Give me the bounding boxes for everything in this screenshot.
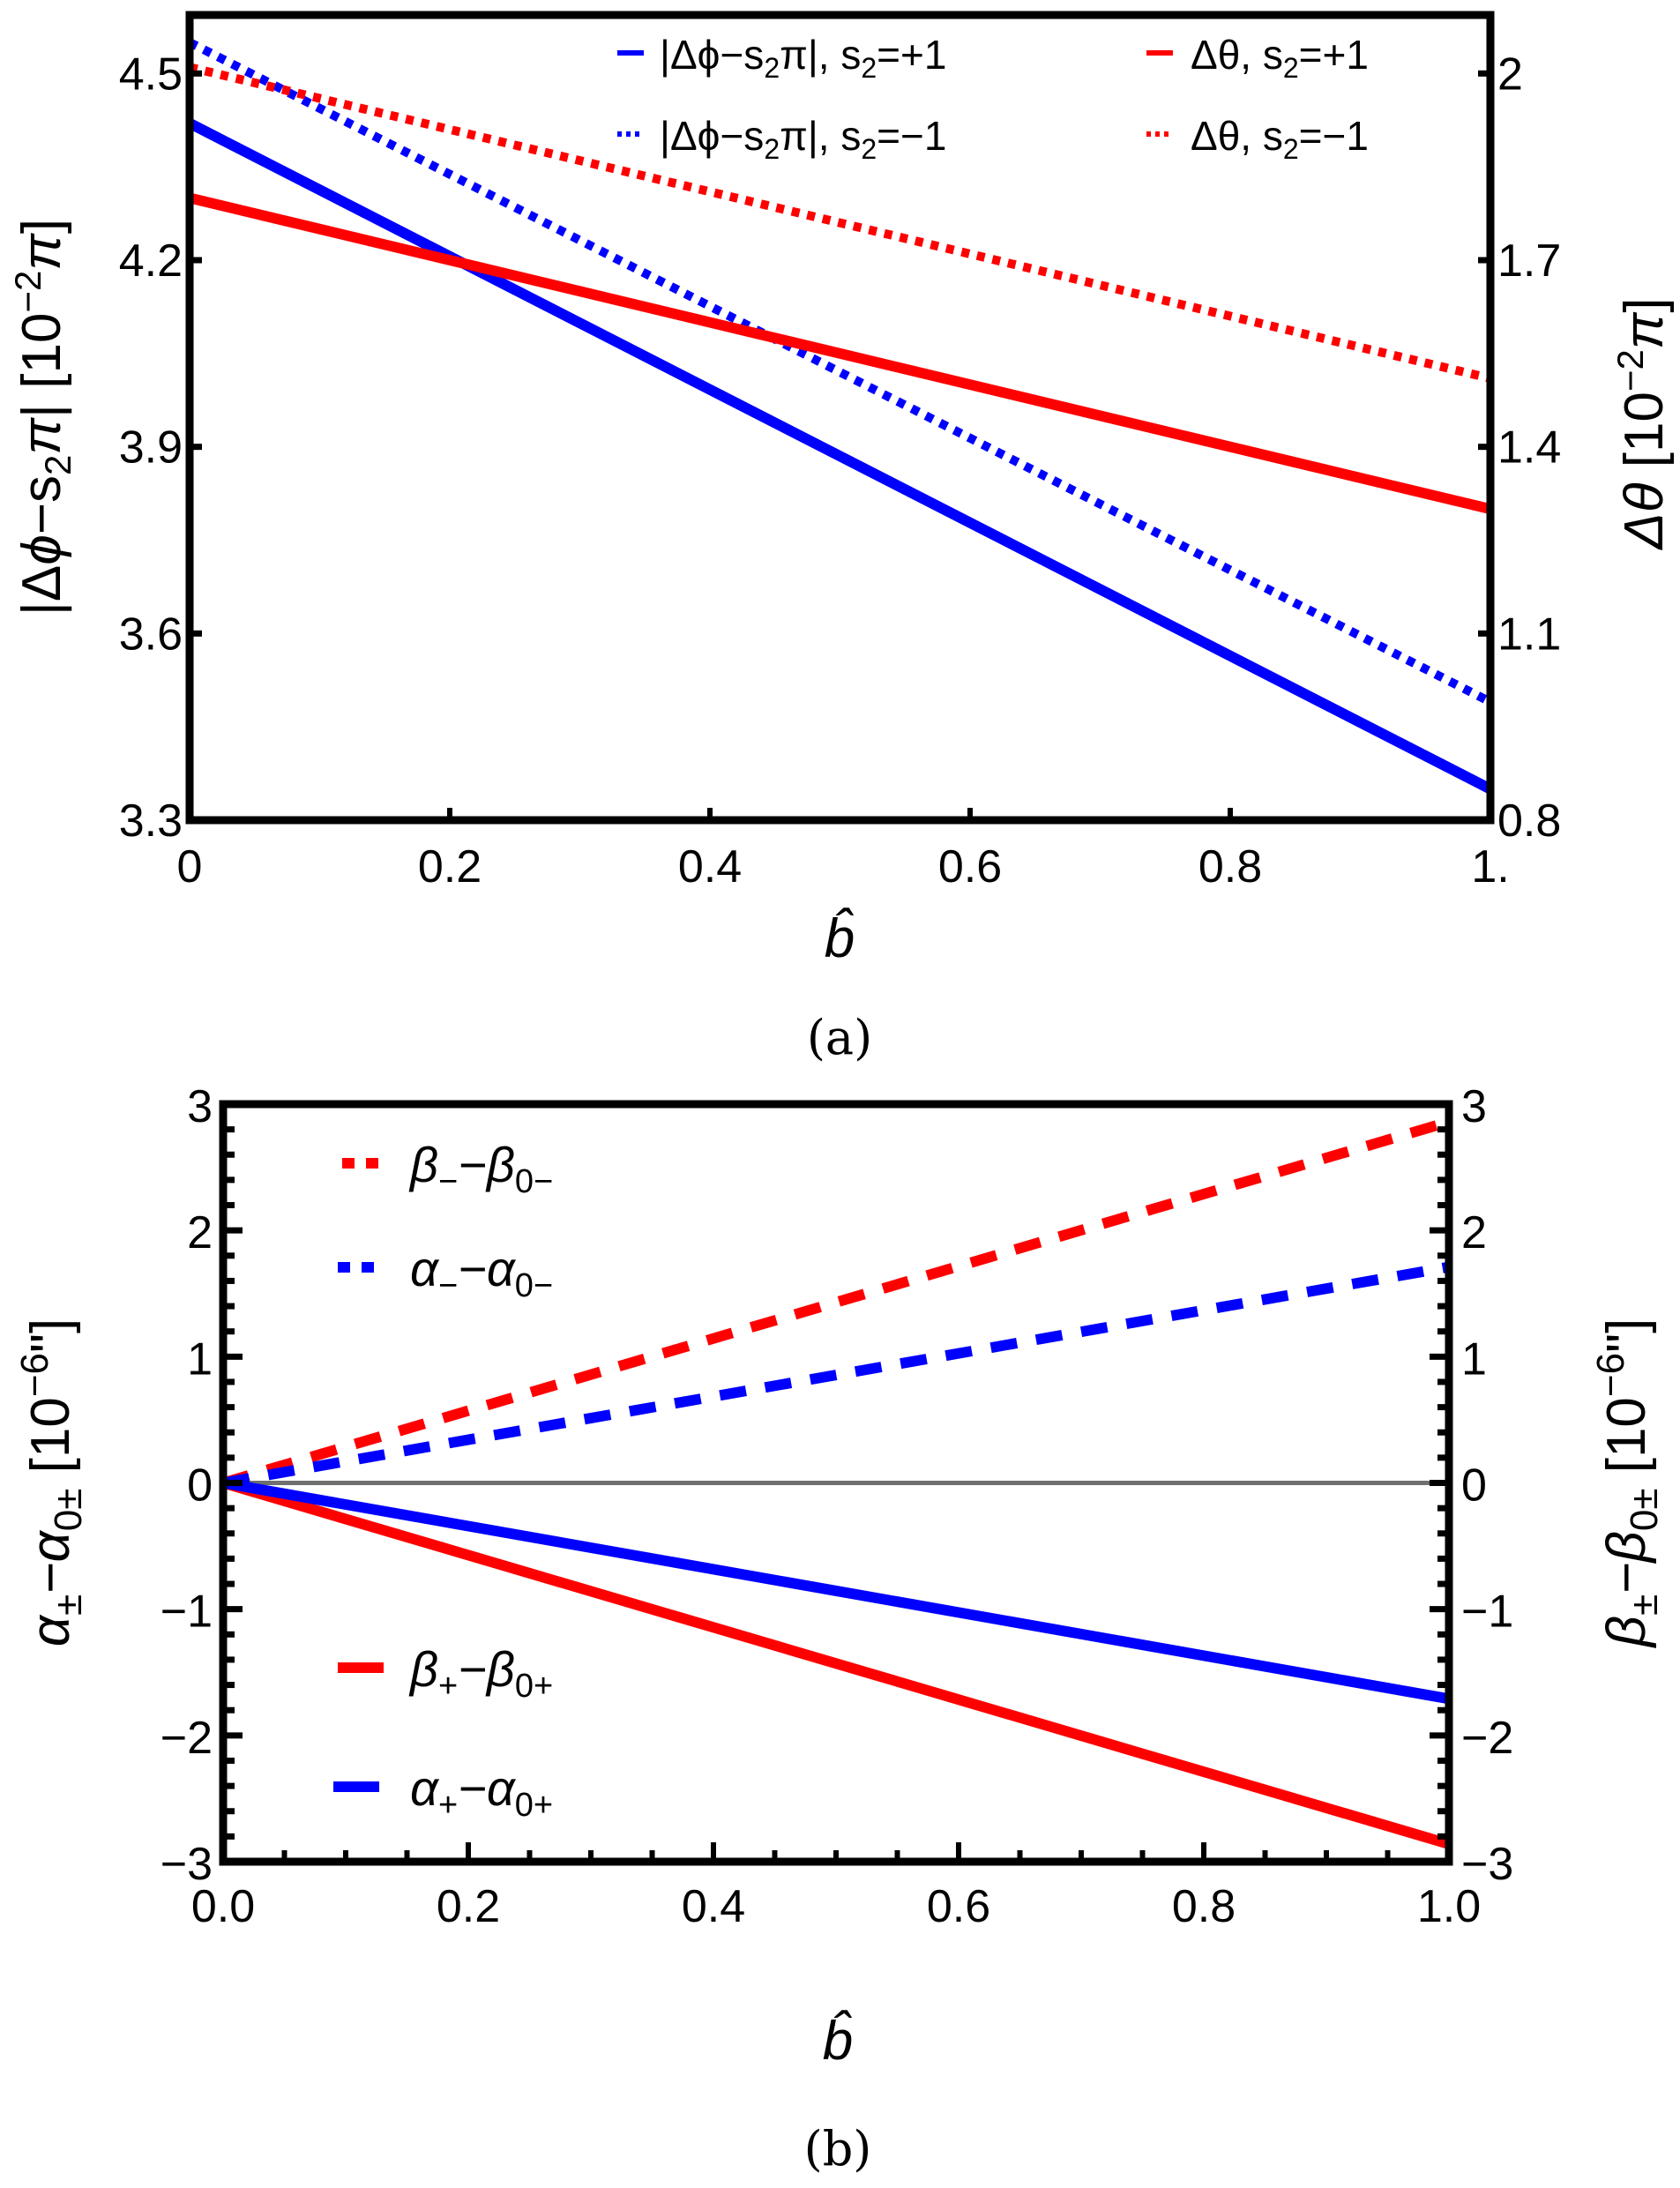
y-right-tick-label: 1.7 xyxy=(1497,235,1561,287)
panel-a-legend: |Δϕ−s2π|, s2=+1 |Δϕ−s2π|, s2=−1 Δθ, s2=+… xyxy=(617,32,1369,165)
panel-b-legend: β−−β0− α−−α0− β+−β0+ α+−α0+ xyxy=(333,1137,553,1824)
y-right-tick-label: 0 xyxy=(1461,1460,1487,1512)
panel-a-series xyxy=(187,38,1493,795)
series-line-1 xyxy=(187,38,1493,706)
y-left-tick-label: −2 xyxy=(161,1713,213,1764)
y-left-tick-label: 3.6 xyxy=(119,609,183,660)
panel-a-x-axis-title: b̂ xyxy=(825,908,855,969)
y-left-tick-label: 4.2 xyxy=(119,235,183,287)
x-tick-label: 0.8 xyxy=(1172,1881,1236,1932)
panel-a: 0 0.2 0.4 0.6 0.8 1.3.33.63.94.24.50.81.11.41… xyxy=(7,11,1675,1065)
legend-label-blue-solid: |Δϕ−s2π|, s2=+1 xyxy=(660,32,946,84)
panel-b-left-axis-title: α±−α0± [10−6"] xyxy=(13,1318,90,1647)
x-tick-label: 1. xyxy=(1471,841,1509,892)
legend-label-alpha-minus: α−−α0− xyxy=(410,1241,553,1304)
panel-b-right-axis-title: β±−β0± [10−6"] xyxy=(1589,1318,1666,1649)
series-line-3 xyxy=(188,63,1492,383)
legend-item-blue-solid: |Δϕ−s2π|, s2=+1 xyxy=(617,32,946,84)
y-right-tick-label: −3 xyxy=(1461,1839,1513,1890)
panel-b-series xyxy=(221,1116,1451,1849)
y-left-tick-label: 3.9 xyxy=(119,422,183,474)
y-right-tick-label: 1.1 xyxy=(1497,609,1561,660)
y-right-tick-label: 1 xyxy=(1461,1333,1487,1385)
series-line-2 xyxy=(221,1477,1451,1849)
panel-a-right-axis-title: Δθ [10−2π] xyxy=(1609,297,1675,550)
y-left-tick-label: 3.3 xyxy=(119,795,183,847)
y-right-tick-label: 1.4 xyxy=(1497,422,1561,474)
x-tick-label: 0 xyxy=(177,841,203,892)
y-left-tick-label: −3 xyxy=(161,1839,213,1890)
y-left-tick-label: −1 xyxy=(161,1587,213,1638)
legend-item-beta-plus: β+−β0+ xyxy=(338,1641,553,1705)
legend-item-beta-minus: β−−β0− xyxy=(342,1137,553,1200)
x-tick-label: 0.4 xyxy=(678,841,742,892)
panel-b-ticks xyxy=(220,1101,1452,1865)
y-left-tick-label: 2 xyxy=(187,1207,213,1258)
legend-label-red-solid: Δθ, s2=+1 xyxy=(1191,32,1369,84)
series-line-0 xyxy=(221,1116,1451,1489)
y-right-tick-label: −1 xyxy=(1461,1587,1513,1638)
legend-label-alpha-plus: α+−α0+ xyxy=(410,1760,553,1824)
series-line-3 xyxy=(221,1477,1451,1705)
y-right-tick-label: 2 xyxy=(1497,49,1523,100)
series-line-0 xyxy=(187,118,1493,795)
y-left-tick-label: 4.5 xyxy=(119,49,183,100)
y-right-tick-label: −2 xyxy=(1461,1713,1513,1764)
x-tick-label: 0.2 xyxy=(418,841,482,892)
panel-b-caption: (b) xyxy=(804,2121,872,2177)
series-line-1 xyxy=(221,1261,1451,1489)
x-tick-label: 0.0 xyxy=(191,1881,255,1932)
y-left-tick-label: 1 xyxy=(187,1333,213,1385)
legend-item-alpha-minus: α−−α0− xyxy=(338,1241,553,1304)
legend-item-red-dotted: Δθ, s2=−1 xyxy=(1146,113,1369,165)
panel-b-x-axis-title: b̂ xyxy=(823,2011,853,2072)
legend-item-alpha-plus: α+−α0+ xyxy=(333,1760,553,1824)
x-tick-label: 0.2 xyxy=(437,1881,500,1932)
legend-label-blue-dotted: |Δϕ−s2π|, s2=−1 xyxy=(660,113,946,165)
x-tick-label: 1.0 xyxy=(1417,1881,1481,1932)
x-tick-label: 0.8 xyxy=(1198,841,1262,892)
panel-b: 0.0 0.2 0.4 0.6 0.8 1.0−3 −3−2 −2−1 −10 01 12 23 3 β… xyxy=(13,1081,1666,2177)
panel-a-ticks xyxy=(187,70,1493,824)
legend-label-beta-minus: β−−β0− xyxy=(408,1137,553,1200)
panel-a-left-axis-title: |Δϕ−s2π| [10−2π] xyxy=(7,219,78,616)
legend-item-blue-dotted: |Δϕ−s2π|, s2=−1 xyxy=(617,113,946,165)
y-right-tick-label: 3 xyxy=(1461,1081,1487,1132)
y-left-tick-label: 3 xyxy=(187,1081,213,1132)
legend-item-red-solid: Δθ, s2=+1 xyxy=(1146,32,1369,84)
panel-a-caption: (a) xyxy=(807,1010,872,1065)
series-line-2 xyxy=(188,192,1492,515)
y-right-tick-label: 0.8 xyxy=(1497,795,1561,847)
x-tick-label: 0.4 xyxy=(682,1881,745,1932)
y-right-tick-label: 2 xyxy=(1461,1207,1487,1258)
panel-a-tick-labels: 0 0.2 0.4 0.6 0.8 1.3.33.63.94.24.50.81.11.41… xyxy=(119,49,1562,892)
legend-label-red-dotted: Δθ, s2=−1 xyxy=(1191,113,1369,165)
panel-b-tick-labels: 0.0 0.2 0.4 0.6 0.8 1.0−3 −3−2 −2−1 −10 01 12 23 3 xyxy=(161,1081,1514,1932)
x-tick-label: 0.6 xyxy=(927,1881,990,1932)
legend-label-beta-plus: β+−β0+ xyxy=(408,1641,553,1705)
x-tick-label: 0.6 xyxy=(938,841,1002,892)
panel-a-frame xyxy=(185,11,1495,825)
y-left-tick-label: 0 xyxy=(187,1460,213,1512)
